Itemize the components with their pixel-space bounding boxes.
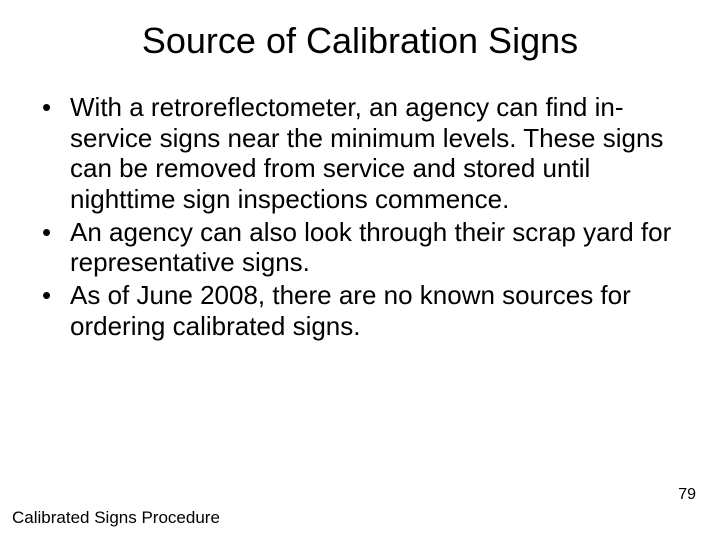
bullet-list: With a retroreflectometer, an agency can…	[30, 92, 680, 341]
slide-title: Source of Calibration Signs	[0, 0, 720, 92]
page-number: 79	[678, 486, 696, 504]
bullet-item: An agency can also look through their sc…	[30, 217, 680, 278]
bullet-item: As of June 2008, there are no known sour…	[30, 280, 680, 341]
slide-content: With a retroreflectometer, an agency can…	[0, 92, 720, 341]
footer-label: Calibrated Signs Procedure	[12, 508, 220, 528]
bullet-item: With a retroreflectometer, an agency can…	[30, 92, 680, 215]
